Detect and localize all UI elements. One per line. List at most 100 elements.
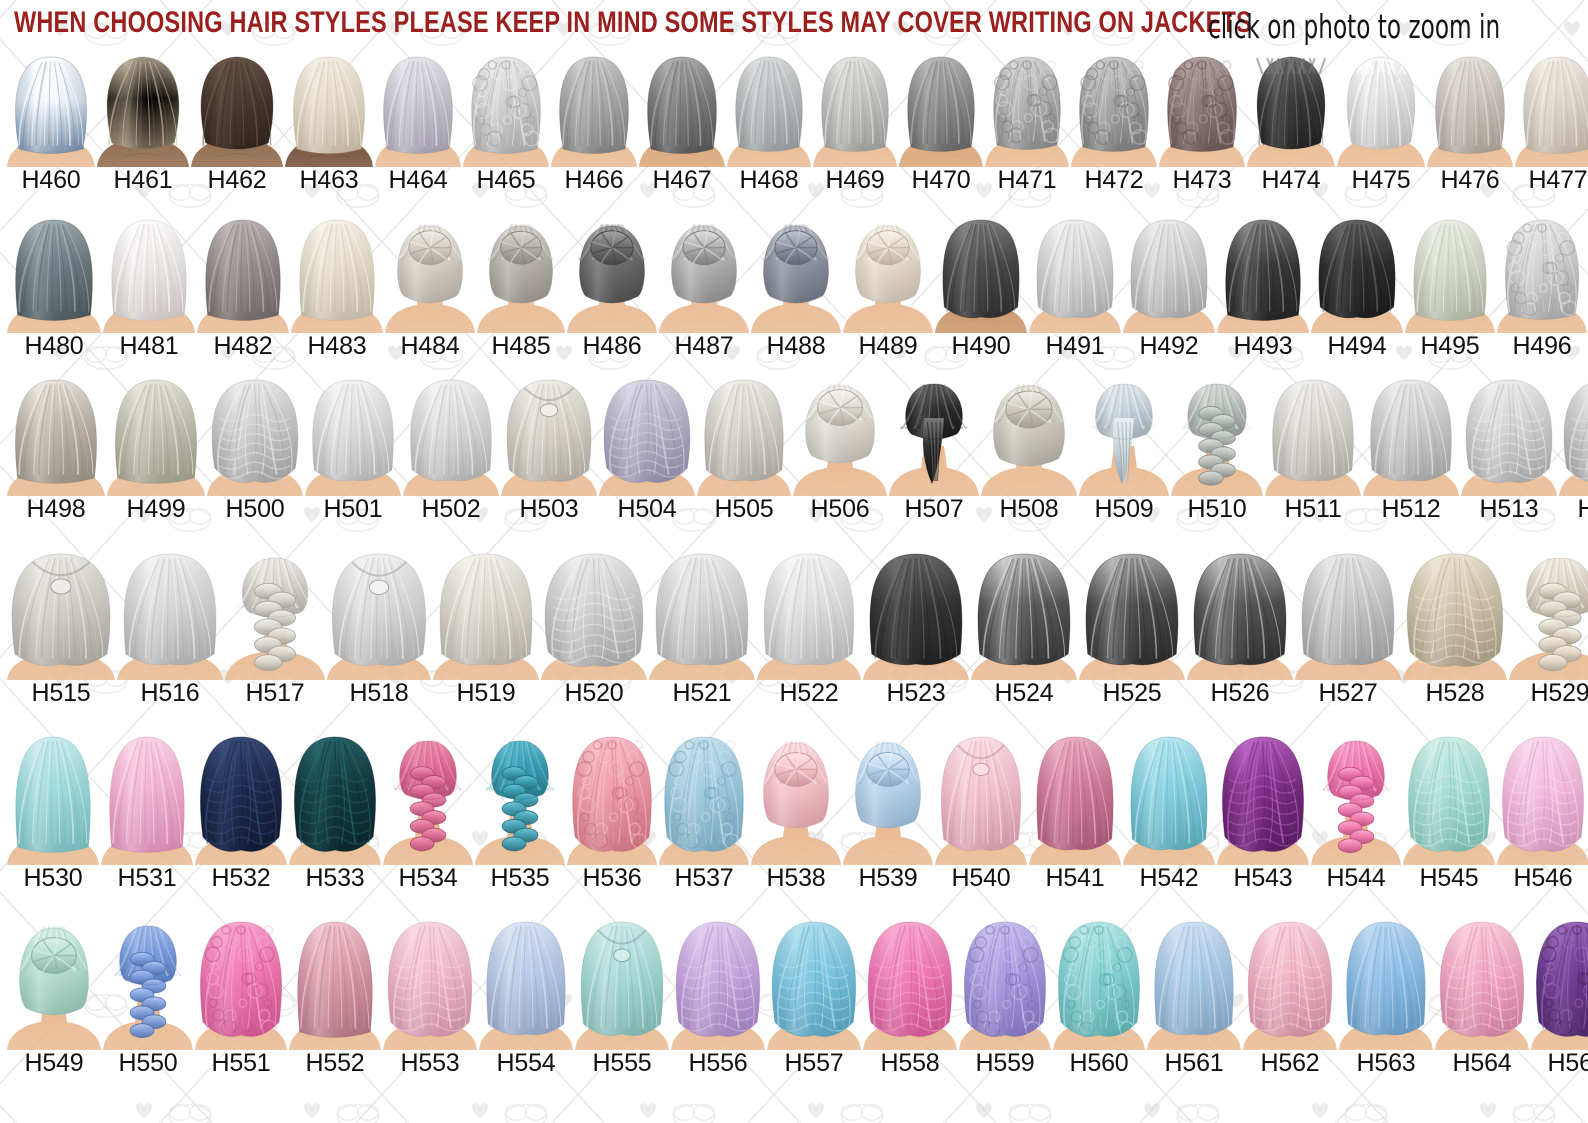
hair-style-cell[interactable]: H482	[196, 218, 290, 359]
hair-style-cell[interactable]: H551	[194, 920, 288, 1076]
hair-style-cell[interactable]: H549	[6, 920, 102, 1076]
hair-style-image[interactable]	[96, 55, 190, 167]
hair-style-cell[interactable]: H465	[462, 55, 550, 193]
hair-style-image[interactable]	[382, 920, 478, 1050]
hair-style-image[interactable]	[432, 552, 540, 680]
hair-style-image[interactable]	[462, 55, 550, 167]
hair-style-cell[interactable]: H501	[304, 378, 402, 522]
hair-style-cell[interactable]: H538	[750, 735, 842, 891]
hair-style-cell[interactable]: H546	[1496, 735, 1588, 891]
hair-style-image[interactable]	[658, 735, 750, 865]
hair-style-image[interactable]	[6, 552, 116, 680]
hair-style-cell[interactable]: H480	[6, 218, 102, 359]
hair-style-cell[interactable]: H472	[1070, 55, 1158, 193]
hair-style-cell[interactable]: H514	[1558, 378, 1588, 522]
hair-style-cell[interactable]: H477	[1514, 55, 1588, 193]
hair-style-cell[interactable]: H523	[862, 552, 970, 706]
hair-style-image[interactable]	[898, 55, 984, 167]
hair-style-cell[interactable]: H503	[500, 378, 598, 522]
hair-style-cell[interactable]: H490	[934, 218, 1028, 359]
hair-style-cell[interactable]: H537	[658, 735, 750, 891]
hair-style-image[interactable]	[1216, 218, 1310, 333]
hair-style-image[interactable]	[224, 552, 326, 680]
hair-style-cell[interactable]: H469	[812, 55, 898, 193]
hair-style-cell[interactable]: H468	[726, 55, 812, 193]
hair-style-image[interactable]	[6, 218, 102, 333]
hair-style-image[interactable]	[290, 218, 384, 333]
hair-style-image[interactable]	[1310, 218, 1404, 333]
hair-style-cell[interactable]: H536	[566, 735, 658, 891]
hair-style-cell[interactable]: H486	[566, 218, 658, 359]
hair-style-cell[interactable]: H552	[288, 920, 382, 1076]
hair-style-cell[interactable]: H555	[574, 920, 670, 1076]
hair-style-image[interactable]	[1496, 735, 1588, 865]
hair-style-image[interactable]	[670, 920, 766, 1050]
hair-style-cell[interactable]: H481	[102, 218, 196, 359]
hair-style-image[interactable]	[1362, 378, 1460, 496]
hair-style-image[interactable]	[540, 552, 648, 680]
hair-style-image[interactable]	[196, 218, 290, 333]
hair-style-image[interactable]	[598, 378, 696, 496]
hair-style-cell[interactable]: H504	[598, 378, 696, 522]
hair-style-cell[interactable]: H485	[476, 218, 566, 359]
hair-style-cell[interactable]: H493	[1216, 218, 1310, 359]
hair-style-cell[interactable]: H520	[540, 552, 648, 706]
hair-style-cell[interactable]: H512	[1362, 378, 1460, 522]
hair-style-cell[interactable]: H502	[402, 378, 500, 522]
hair-style-image[interactable]	[1402, 552, 1508, 680]
hair-style-cell[interactable]: H565	[1530, 920, 1588, 1076]
hair-style-image[interactable]	[750, 735, 842, 865]
hair-style-cell[interactable]: H463	[284, 55, 374, 193]
hair-style-cell[interactable]: H515	[6, 552, 116, 706]
hair-style-cell[interactable]: H522	[756, 552, 862, 706]
hair-style-image[interactable]	[1508, 552, 1588, 680]
hair-style-image[interactable]	[1216, 735, 1310, 865]
hair-style-cell[interactable]: H464	[374, 55, 462, 193]
hair-style-image[interactable]	[1530, 920, 1588, 1050]
hair-style-image[interactable]	[1122, 735, 1216, 865]
hair-style-image[interactable]	[382, 735, 474, 865]
hair-style-cell[interactable]: H550	[102, 920, 194, 1076]
hair-style-image[interactable]	[648, 552, 756, 680]
hair-style-image[interactable]	[1426, 55, 1514, 167]
hair-style-image[interactable]	[1310, 735, 1402, 865]
hair-style-cell[interactable]: H535	[474, 735, 566, 891]
hair-style-image[interactable]	[1496, 218, 1588, 333]
hair-style-image[interactable]	[1336, 55, 1426, 167]
hair-style-cell[interactable]: H526	[1186, 552, 1294, 706]
hair-style-cell[interactable]: H541	[1028, 735, 1122, 891]
hair-style-image[interactable]	[474, 735, 566, 865]
hair-style-cell[interactable]: H564	[1434, 920, 1530, 1076]
hair-style-cell[interactable]: H527	[1294, 552, 1402, 706]
hair-style-image[interactable]	[1246, 55, 1336, 167]
hair-style-image[interactable]	[374, 55, 462, 167]
hair-style-image[interactable]	[326, 552, 432, 680]
hair-style-cell[interactable]: H474	[1246, 55, 1336, 193]
hair-style-image[interactable]	[116, 552, 224, 680]
hair-style-image[interactable]	[102, 920, 194, 1050]
hair-style-image[interactable]	[100, 735, 194, 865]
hair-style-image[interactable]	[284, 55, 374, 167]
hair-style-image[interactable]	[1404, 218, 1496, 333]
hair-style-image[interactable]	[102, 218, 196, 333]
hair-style-cell[interactable]: H560	[1052, 920, 1146, 1076]
hair-style-image[interactable]	[476, 218, 566, 333]
hair-style-image[interactable]	[958, 920, 1052, 1050]
hair-style-image[interactable]	[194, 735, 288, 865]
hair-style-cell[interactable]: H529	[1508, 552, 1588, 706]
hair-style-image[interactable]	[1078, 378, 1170, 496]
hair-style-cell[interactable]: H484	[384, 218, 476, 359]
hair-style-image[interactable]	[6, 378, 106, 496]
hair-style-cell[interactable]: H561	[1146, 920, 1242, 1076]
hair-style-image[interactable]	[842, 218, 934, 333]
hair-style-image[interactable]	[934, 218, 1028, 333]
hair-style-cell[interactable]: H507	[888, 378, 980, 522]
hair-style-cell[interactable]: H516	[116, 552, 224, 706]
hair-style-image[interactable]	[862, 920, 958, 1050]
hair-style-cell[interactable]: H498	[6, 378, 106, 522]
hair-style-image[interactable]	[500, 378, 598, 496]
hair-style-image[interactable]	[888, 378, 980, 496]
hair-style-image[interactable]	[766, 920, 862, 1050]
hair-style-image[interactable]	[934, 735, 1028, 865]
hair-style-cell[interactable]: H471	[984, 55, 1070, 193]
